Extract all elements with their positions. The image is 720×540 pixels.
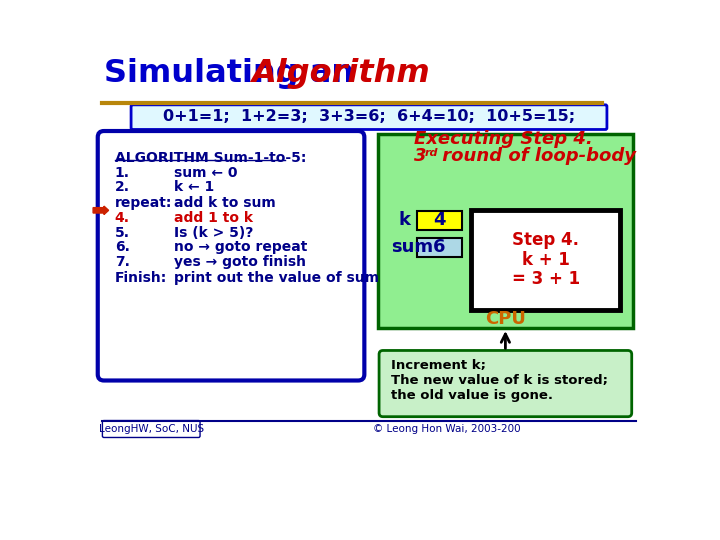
FancyBboxPatch shape xyxy=(378,134,632,328)
Text: sum ← 0: sum ← 0 xyxy=(174,166,237,180)
Text: 1.: 1. xyxy=(114,166,130,180)
Text: LeongHW, SoC, NUS: LeongHW, SoC, NUS xyxy=(99,424,204,434)
Text: Simulating an: Simulating an xyxy=(104,58,365,90)
FancyArrow shape xyxy=(93,206,109,214)
Text: Finish:: Finish: xyxy=(114,271,167,285)
FancyBboxPatch shape xyxy=(472,210,620,309)
FancyBboxPatch shape xyxy=(417,238,462,256)
FancyBboxPatch shape xyxy=(417,211,462,230)
Text: no → goto repeat: no → goto repeat xyxy=(174,240,307,254)
Text: 7.: 7. xyxy=(114,255,130,269)
Text: ALGORITHM Sum-1-to-5:: ALGORITHM Sum-1-to-5: xyxy=(114,151,306,165)
Text: © Leong Hon Wai, 2003-200: © Leong Hon Wai, 2003-200 xyxy=(373,424,521,434)
Text: add 1 to k: add 1 to k xyxy=(174,211,253,225)
Text: the old value is gone.: the old value is gone. xyxy=(391,389,553,402)
Text: Step 4.: Step 4. xyxy=(512,231,579,249)
Text: Executing Step 4.: Executing Step 4. xyxy=(414,131,593,149)
Text: 4: 4 xyxy=(433,211,446,230)
Text: Is (k > 5)?: Is (k > 5)? xyxy=(174,226,253,240)
Text: 6.: 6. xyxy=(114,240,130,254)
Text: 0+1=1;  1+2=3;  3+3=6;  6+4=10;  10+5=15;: 0+1=1; 1+2=3; 3+3=6; 6+4=10; 10+5=15; xyxy=(163,109,575,124)
Text: = 3 + 1: = 3 + 1 xyxy=(512,270,580,288)
Text: 6: 6 xyxy=(433,238,446,256)
Text: k: k xyxy=(398,211,410,230)
Text: rd: rd xyxy=(425,147,438,158)
FancyBboxPatch shape xyxy=(379,350,631,417)
FancyBboxPatch shape xyxy=(131,105,607,130)
Text: print out the value of sum: print out the value of sum xyxy=(174,271,379,285)
Text: Algorithm: Algorithm xyxy=(251,58,430,90)
Text: The new value of k is stored;: The new value of k is stored; xyxy=(391,374,608,387)
Text: Increment k;: Increment k; xyxy=(391,359,486,372)
Text: k + 1: k + 1 xyxy=(522,251,570,268)
Text: k ← 1: k ← 1 xyxy=(174,180,214,194)
Text: repeat:: repeat: xyxy=(114,195,172,210)
Text: 4.: 4. xyxy=(114,211,130,225)
Text: sum: sum xyxy=(391,238,433,256)
Text: yes → goto finish: yes → goto finish xyxy=(174,255,306,269)
Text: round of loop-body: round of loop-body xyxy=(436,147,636,165)
Text: 2.: 2. xyxy=(114,180,130,194)
Text: CPU: CPU xyxy=(485,310,526,328)
FancyBboxPatch shape xyxy=(98,131,364,381)
Text: 5.: 5. xyxy=(114,226,130,240)
Text: add k to sum: add k to sum xyxy=(174,195,276,210)
Text: 3: 3 xyxy=(414,147,426,165)
FancyBboxPatch shape xyxy=(102,421,200,437)
